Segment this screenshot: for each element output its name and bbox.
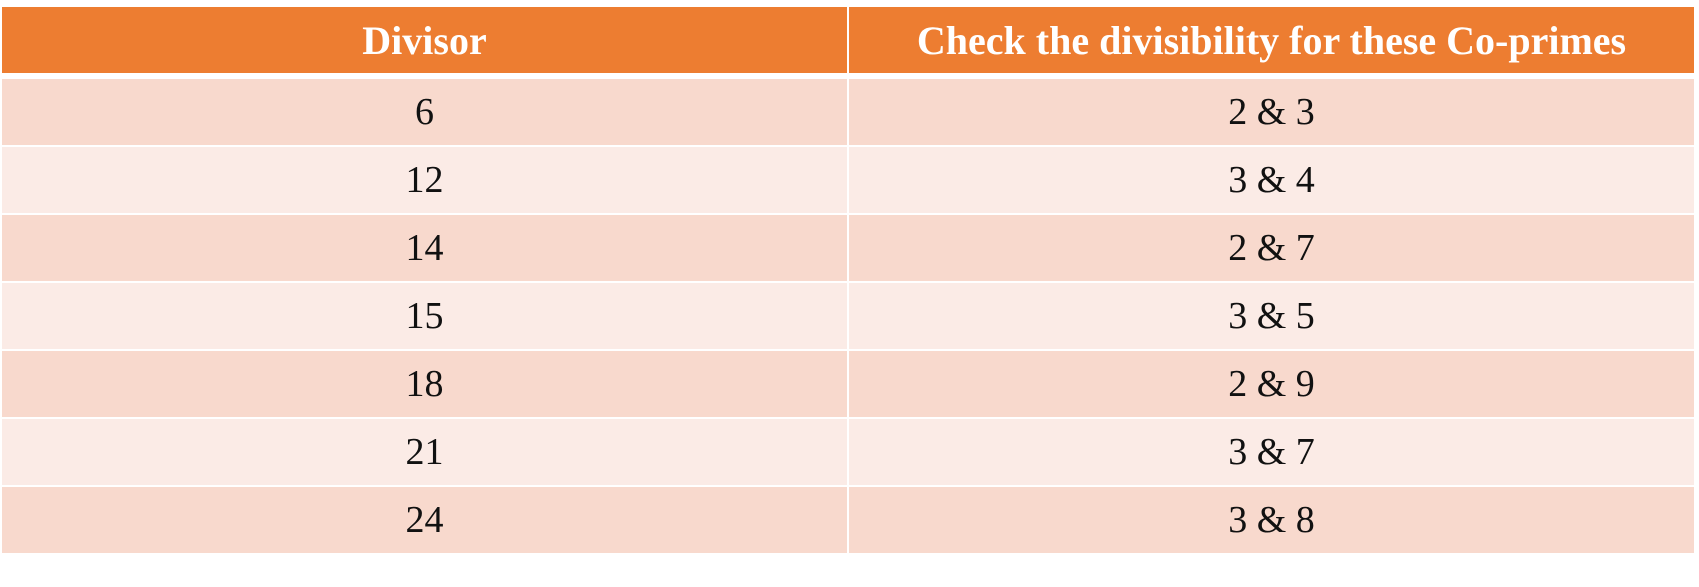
divisor-cell: 15: [2, 282, 849, 351]
header-divisor: Divisor: [2, 7, 849, 79]
coprimes-cell: 3 & 5: [848, 282, 1694, 351]
table-row: 12 3 & 4: [2, 146, 1694, 215]
coprimes-cell: 3 & 7: [848, 418, 1694, 487]
table-row: 21 3 & 7: [2, 418, 1694, 487]
divisor-cell: 18: [2, 350, 849, 419]
coprimes-cell: 2 & 9: [848, 350, 1694, 419]
table-row: 15 3 & 5: [2, 282, 1694, 351]
coprimes-cell: 2 & 3: [848, 76, 1694, 147]
divisor-cell: 12: [2, 146, 849, 215]
divisor-cell: 6: [2, 76, 849, 147]
coprime-divisibility-table: Divisor Check the divisibility for these…: [2, 7, 1694, 555]
header-coprimes: Check the divisibility for these Co-prim…: [848, 7, 1694, 79]
coprimes-cell: 3 & 4: [848, 146, 1694, 215]
divisor-cell: 14: [2, 214, 849, 283]
divisor-cell: 21: [2, 418, 849, 487]
divisor-cell: 24: [2, 486, 849, 555]
table-row: 14 2 & 7: [2, 214, 1694, 283]
coprime-table-container: Divisor Check the divisibility for these…: [2, 7, 1694, 555]
table-row: 24 3 & 8: [2, 486, 1694, 555]
table-row: 6 2 & 3: [2, 76, 1694, 147]
coprimes-cell: 2 & 7: [848, 214, 1694, 283]
table-row: 18 2 & 9: [2, 350, 1694, 419]
table-header-row: Divisor Check the divisibility for these…: [2, 7, 1694, 79]
coprimes-cell: 3 & 8: [848, 486, 1694, 555]
